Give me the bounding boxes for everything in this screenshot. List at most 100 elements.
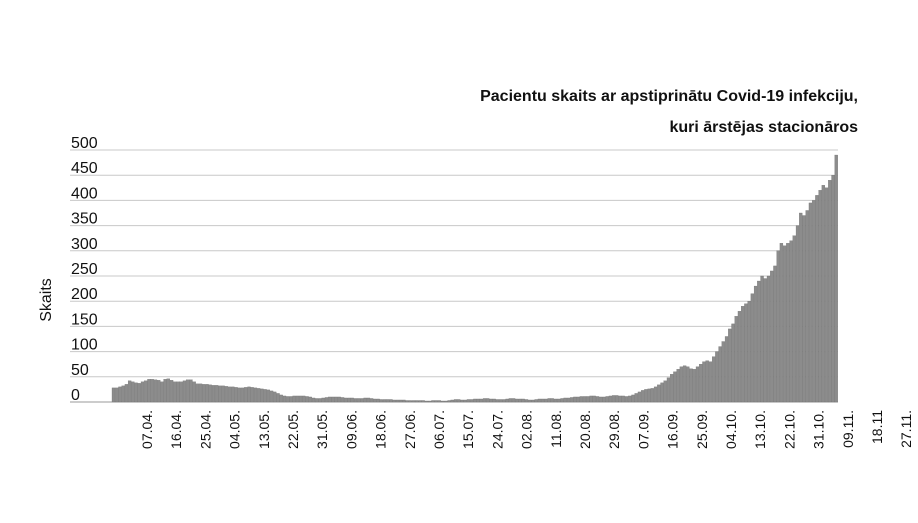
bar [508, 398, 513, 403]
bar [531, 399, 535, 403]
bar [576, 396, 580, 403]
bar [163, 379, 167, 403]
x-tick-label: 25.04. [197, 410, 213, 449]
bar [215, 385, 219, 403]
bar [250, 387, 254, 403]
bar [424, 400, 429, 403]
bar [624, 396, 629, 403]
bar [273, 391, 277, 403]
bar [766, 275, 771, 403]
bar [176, 381, 180, 403]
bar [802, 215, 806, 403]
bar [515, 398, 519, 403]
bar [369, 398, 374, 403]
bar [418, 400, 422, 403]
bar [786, 243, 790, 403]
bar [818, 190, 822, 403]
bar [724, 336, 729, 403]
bar [611, 395, 616, 403]
bar [702, 361, 706, 403]
y-tick-label: 250 [71, 261, 98, 278]
bar [728, 328, 732, 403]
bar [705, 360, 709, 403]
bar [434, 400, 438, 403]
y-axis-label: Skaits [38, 278, 55, 322]
bar [470, 399, 474, 403]
bar [408, 400, 412, 403]
bar [570, 397, 574, 403]
bar [457, 399, 461, 403]
bar [834, 154, 838, 403]
bar [647, 388, 651, 403]
bar [808, 202, 813, 403]
bar [776, 250, 780, 403]
bar [750, 293, 755, 403]
bar [686, 366, 690, 403]
bar [376, 398, 380, 403]
bar [373, 398, 377, 403]
bar [350, 397, 354, 403]
bar [395, 399, 400, 403]
bar [298, 395, 303, 403]
bar [399, 399, 403, 403]
bar [247, 386, 251, 403]
bar [692, 369, 696, 403]
bar [263, 389, 267, 403]
bar [521, 398, 525, 403]
bar [179, 381, 183, 403]
bar [563, 397, 567, 403]
bar [682, 365, 687, 403]
bar [382, 399, 387, 403]
bar [582, 396, 587, 403]
x-tick-label: 27.06. [402, 410, 418, 449]
bar [473, 398, 477, 403]
y-tick-label: 200 [71, 286, 98, 303]
bar [331, 396, 335, 403]
bar [737, 311, 742, 403]
bar [628, 395, 632, 403]
bar [641, 390, 645, 403]
bar [499, 399, 503, 403]
bar [195, 383, 200, 403]
bar [592, 395, 596, 403]
bar [815, 195, 819, 403]
x-tick-label: 13.05. [256, 410, 272, 449]
bar [479, 398, 483, 403]
x-tick-label: 04.10. [723, 410, 739, 449]
bar [492, 398, 496, 403]
bar [644, 389, 648, 403]
bar [392, 399, 396, 403]
bar [182, 380, 187, 403]
bar [502, 399, 506, 403]
bar [337, 396, 341, 403]
bar [360, 398, 364, 403]
y-tick-label: 450 [71, 160, 98, 177]
bar [134, 382, 138, 403]
bar [482, 398, 487, 403]
bar [311, 397, 316, 403]
bar [676, 369, 680, 403]
bar [579, 396, 583, 403]
bar [302, 395, 306, 403]
bars [111, 154, 838, 403]
bar [689, 368, 693, 403]
bar [747, 301, 751, 403]
bar [650, 388, 654, 403]
bar [812, 200, 816, 403]
bar [160, 381, 164, 403]
bar [537, 398, 542, 403]
bar [305, 396, 309, 403]
bar [386, 399, 390, 403]
y-tick-label: 50 [71, 362, 89, 379]
bar [773, 265, 777, 403]
bar [289, 396, 293, 403]
bar [453, 399, 458, 403]
bar [153, 379, 158, 403]
bar [518, 398, 522, 403]
bar [340, 397, 345, 403]
bar [150, 379, 154, 403]
bar [244, 387, 248, 403]
bar [344, 397, 348, 403]
bar [795, 225, 800, 403]
